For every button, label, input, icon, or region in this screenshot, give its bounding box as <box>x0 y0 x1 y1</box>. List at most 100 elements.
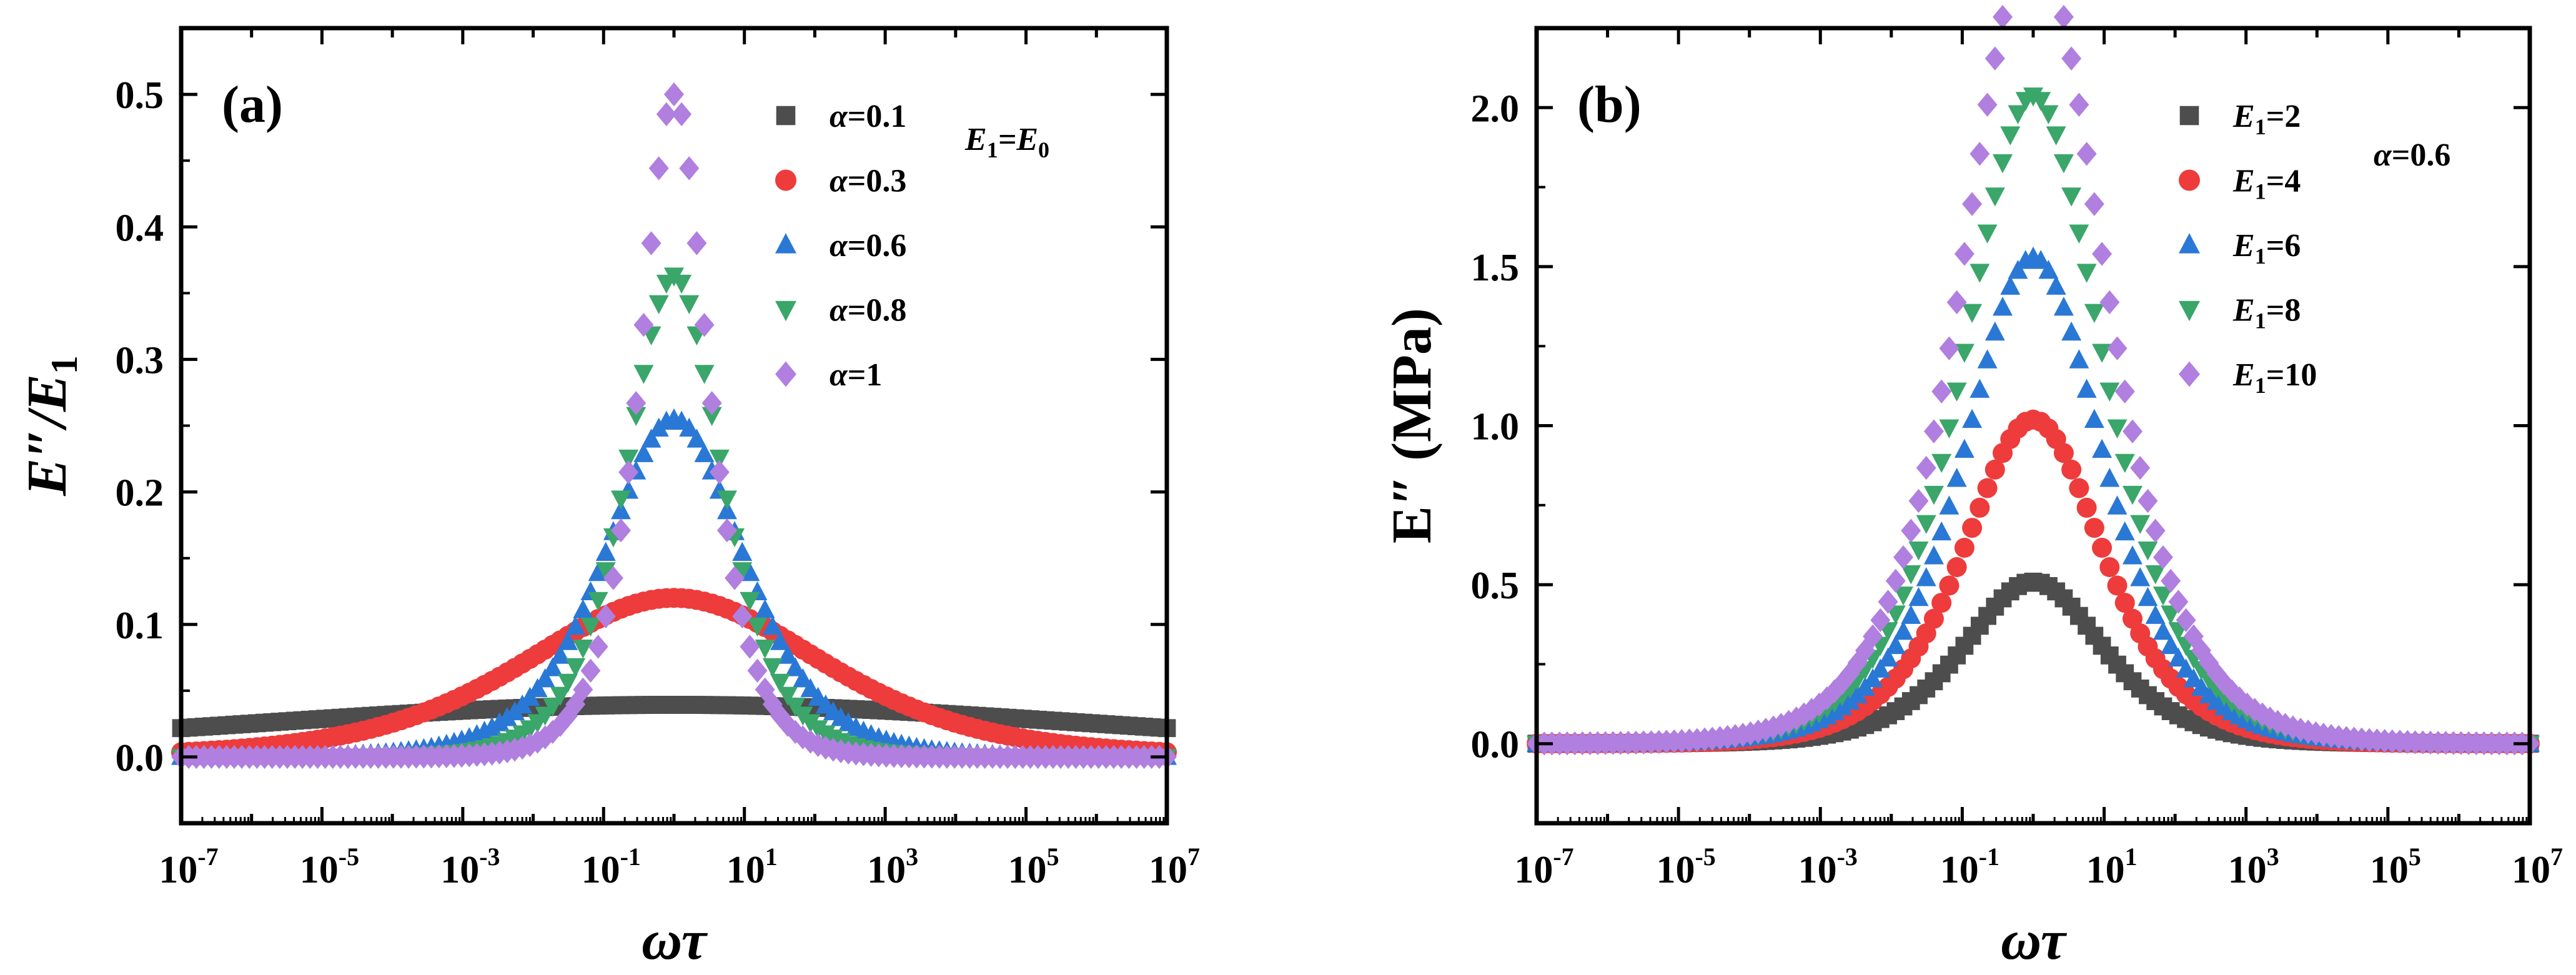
data-point <box>1977 478 1998 498</box>
data-point <box>611 490 632 510</box>
data-point <box>740 635 760 659</box>
data-point <box>1916 567 1936 586</box>
data-point <box>1969 497 1990 518</box>
legend-label: α=0.3 <box>830 164 906 199</box>
data-point <box>1908 488 1929 513</box>
data-point <box>2092 438 2113 458</box>
data-point <box>2000 126 2021 146</box>
x-tick-label: 105 <box>2370 843 2421 891</box>
legend: E1=2 E1=4 E1=6 E1=8 E1=10 <box>2179 99 2317 398</box>
data-point <box>2130 455 2151 480</box>
data-point <box>1771 713 1791 737</box>
data-point <box>595 604 616 628</box>
data-point <box>2046 275 2066 295</box>
data-point <box>2176 608 2196 633</box>
series-5 <box>1527 4 2540 756</box>
data-point <box>2152 545 2173 570</box>
legend-label: E1=6 <box>2232 228 2301 269</box>
x-tick-label: 105 <box>1008 843 1059 891</box>
legend-marker <box>2179 169 2200 191</box>
series-3 <box>1527 246 2540 752</box>
data-point <box>2069 478 2089 498</box>
data-point <box>1993 296 2013 316</box>
legend-marker <box>775 300 796 322</box>
data-point <box>2053 154 2074 174</box>
data-point <box>1901 565 1921 585</box>
data-point <box>1924 545 1944 565</box>
series-1 <box>1527 572 2539 753</box>
data-point <box>542 657 563 676</box>
legend-marker <box>775 169 796 191</box>
data-point <box>1901 605 1921 624</box>
y-axis-label: E″ (MPa) <box>1381 308 1443 543</box>
data-point <box>550 713 570 737</box>
data-point <box>1939 419 1959 438</box>
y-tick-label: 2.0 <box>1471 87 1520 130</box>
data-point <box>1924 608 1944 629</box>
y-tick-label: 0.3 <box>116 339 164 382</box>
data-point <box>694 443 715 462</box>
data-point <box>2267 710 2288 735</box>
data-point <box>2069 349 2089 369</box>
data-point <box>1946 382 1967 402</box>
data-point <box>2061 321 2082 341</box>
data-point <box>558 631 578 650</box>
data-point <box>2092 242 2113 266</box>
data-point <box>656 102 676 127</box>
data-point <box>2092 344 2113 363</box>
legend-label: α=0.6 <box>830 228 906 264</box>
data-point <box>1939 495 1959 515</box>
data-point <box>2161 568 2181 593</box>
data-point <box>762 658 783 678</box>
data-point <box>648 295 669 315</box>
data-point <box>633 365 654 384</box>
legend-label: α=0.1 <box>830 99 906 134</box>
annotation: α=0.6 <box>2374 137 2450 173</box>
data-point <box>542 720 563 744</box>
data-point <box>2084 192 2104 216</box>
data-point <box>755 639 775 659</box>
data-point <box>588 591 608 611</box>
data-point <box>618 460 639 485</box>
data-point <box>2107 336 2128 360</box>
data-point <box>2123 485 2143 505</box>
y-tick-label: 0.5 <box>1471 565 1520 607</box>
data-point <box>2076 142 2097 166</box>
data-point <box>1931 593 1952 613</box>
panel-label: (a) <box>222 76 283 134</box>
legend-marker <box>2179 106 2199 126</box>
data-point <box>1984 46 2005 71</box>
data-point <box>1870 608 1891 633</box>
data-point <box>2107 495 2128 515</box>
y-tick-label: 0.0 <box>1471 724 1520 766</box>
data-point <box>2145 518 2166 543</box>
data-point <box>2084 304 2104 324</box>
legend-marker <box>775 233 796 254</box>
data-point <box>1977 224 1998 244</box>
y-tick-label: 0.2 <box>116 472 164 515</box>
x-tick-label: 10-3 <box>1798 843 1858 891</box>
data-point <box>1825 679 1845 703</box>
panel-b: 10-7 10-5 10-3 10-1 101 103 105 107 0.0 0.5 1.0 1.5… <box>1381 4 2563 971</box>
x-tick-label: 107 <box>1149 843 1200 891</box>
data-point <box>709 460 730 485</box>
data-point <box>1908 541 1929 561</box>
data-point <box>1977 349 1998 369</box>
data-point <box>1962 408 1983 428</box>
data-point <box>2099 557 2120 578</box>
legend-marker <box>2179 233 2200 254</box>
data-point <box>1870 658 1891 678</box>
data-point <box>762 692 783 716</box>
data-point <box>747 617 768 637</box>
data-point <box>2038 105 2059 124</box>
x-tick-label: 10-3 <box>440 843 500 891</box>
data-point <box>2191 638 2212 663</box>
data-point <box>732 562 753 582</box>
data-point <box>2114 453 2135 473</box>
data-point <box>1885 568 1906 593</box>
x-tick-label: 101 <box>726 843 778 891</box>
legend-label: E1=4 <box>2232 164 2301 204</box>
data-point <box>671 274 692 294</box>
data-point <box>1977 92 1998 117</box>
